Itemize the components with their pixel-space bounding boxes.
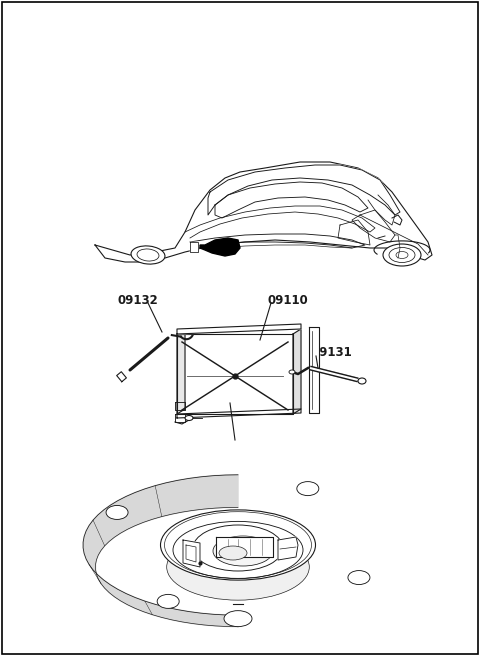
Ellipse shape [185,415,193,420]
Ellipse shape [167,534,309,600]
Polygon shape [177,409,301,418]
Ellipse shape [297,482,319,495]
Ellipse shape [106,505,128,520]
Polygon shape [95,162,432,262]
Polygon shape [177,329,185,414]
Polygon shape [183,540,200,567]
Polygon shape [293,329,301,414]
Ellipse shape [289,370,295,374]
Polygon shape [208,165,400,215]
Polygon shape [117,372,126,382]
Ellipse shape [348,571,370,584]
Polygon shape [200,238,240,256]
Polygon shape [177,334,293,414]
Text: 09110: 09110 [268,293,309,306]
Polygon shape [216,537,273,557]
Polygon shape [278,537,298,560]
Polygon shape [190,242,198,252]
Ellipse shape [213,536,273,566]
Ellipse shape [219,546,247,560]
Ellipse shape [157,594,179,608]
Polygon shape [177,324,301,334]
Ellipse shape [131,246,165,264]
Text: 09131: 09131 [312,346,353,358]
Ellipse shape [358,378,366,384]
Text: 09149: 09149 [196,394,237,407]
Ellipse shape [160,510,315,580]
Ellipse shape [173,522,303,579]
Polygon shape [309,327,319,413]
Ellipse shape [383,244,421,266]
Text: 09132: 09132 [117,295,158,308]
Ellipse shape [193,525,283,571]
Ellipse shape [224,611,252,626]
Polygon shape [83,475,238,626]
